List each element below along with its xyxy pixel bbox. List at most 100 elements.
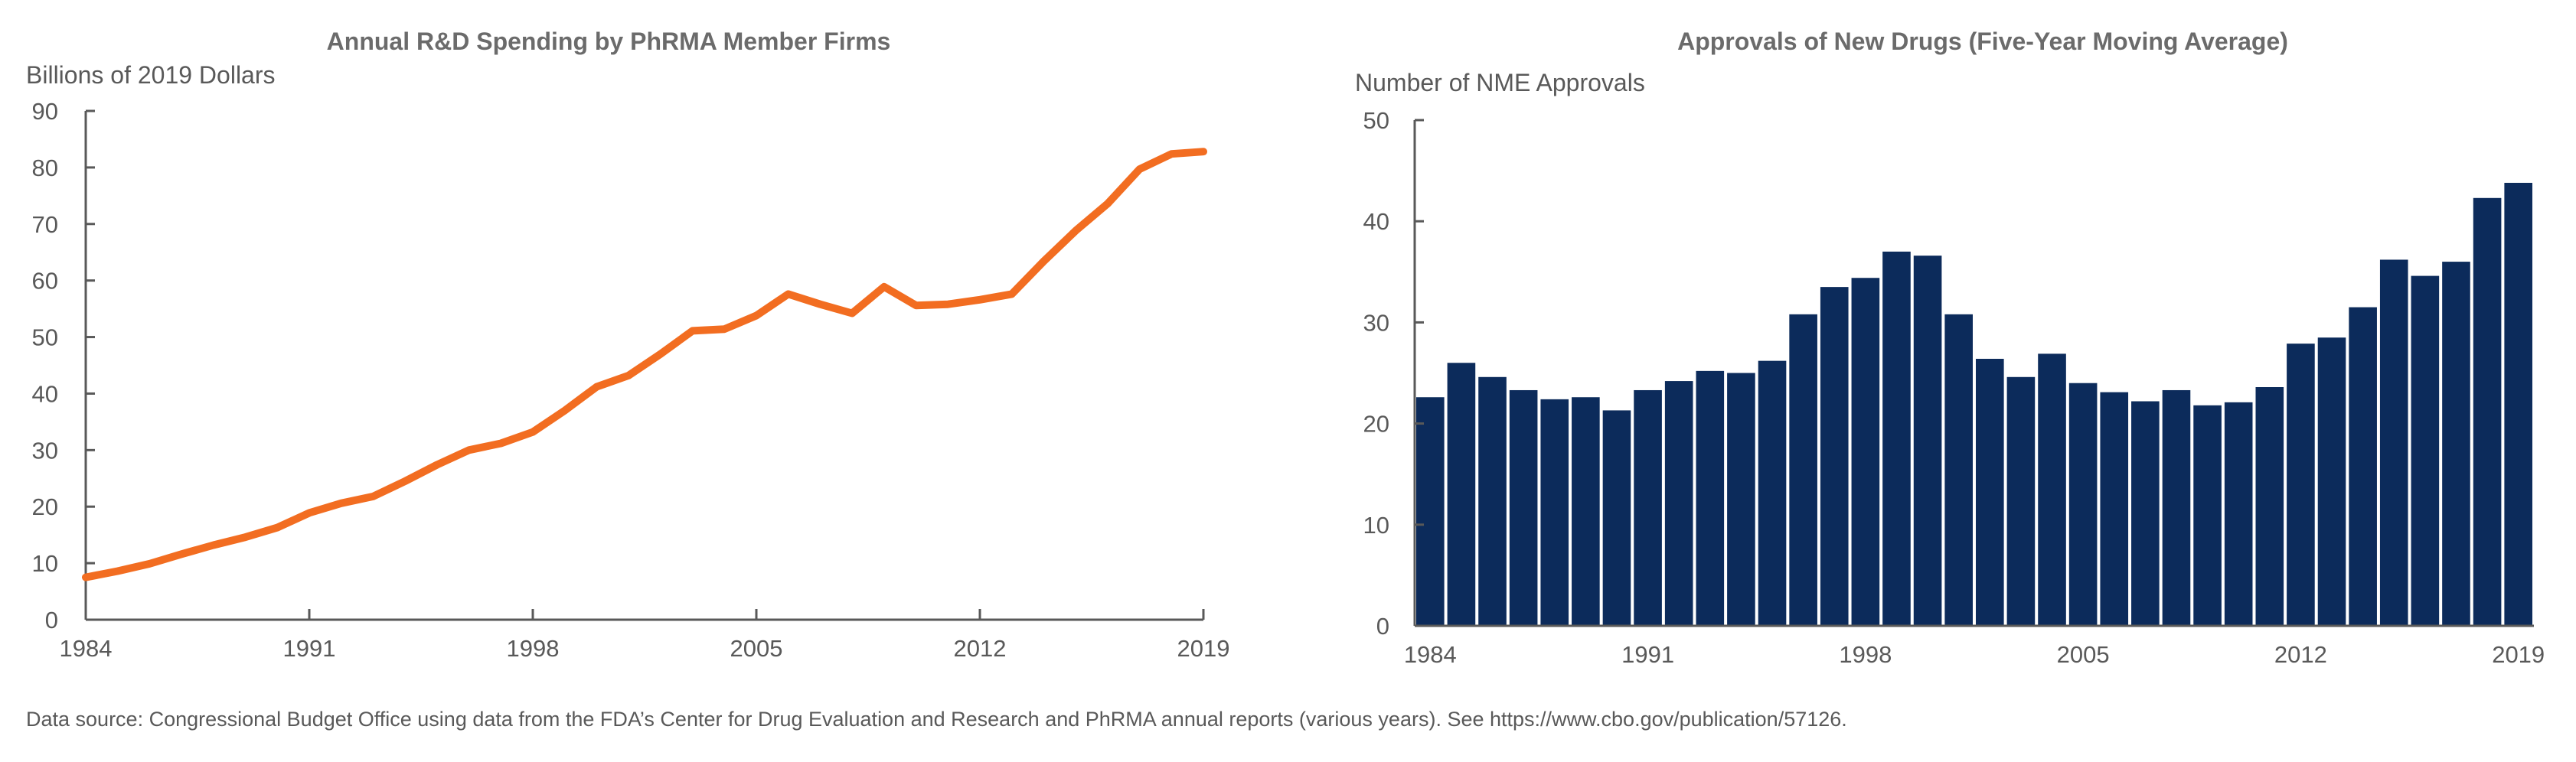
right-y-tick-label: 0	[1376, 613, 1389, 640]
data-source-note: Data source: Congressional Budget Office…	[26, 708, 1847, 731]
nme-approvals-bar	[2473, 197, 2502, 626]
nme-approvals-bar	[1478, 376, 1507, 626]
right-chart-y-axis-label: Number of NME Approvals	[1355, 69, 1645, 96]
rd-spending-point	[851, 311, 854, 315]
rd-spending-point	[276, 526, 279, 529]
nme-approvals-bar	[2162, 389, 2191, 626]
left-y-tick-label: 70	[32, 211, 58, 238]
nme-approvals-bar	[1820, 287, 1849, 626]
right-x-tick-label: 1998	[1839, 641, 1892, 668]
nme-approvals-bar	[1944, 314, 1973, 626]
nme-approvals-bar	[2255, 387, 2284, 626]
nme-approvals-bar	[1416, 397, 1445, 626]
rd-spending-point	[978, 298, 981, 301]
nme-approvals-bar	[2193, 405, 2222, 626]
rd-spending-point	[658, 352, 662, 356]
nme-approvals-bar	[1976, 358, 2004, 626]
right-y-tick-label: 50	[1363, 107, 1389, 134]
rd-spending-point	[339, 501, 343, 505]
rd-spending-point	[786, 292, 790, 296]
left-x-tick-label: 1984	[60, 635, 113, 662]
rd-spending-point	[403, 479, 407, 483]
rd-spending-point	[914, 304, 918, 308]
rd-spending-point	[755, 314, 758, 318]
left-y-tick-label: 90	[32, 98, 58, 125]
right-x-tick-label: 1984	[1404, 641, 1457, 668]
left-y-tick-label: 50	[32, 324, 58, 351]
right-y-tick-label: 20	[1363, 411, 1389, 438]
nme-approvals-bar	[1447, 363, 1476, 626]
nme-approvals-bar	[2379, 259, 2408, 626]
left-x-tick-label: 2005	[730, 635, 783, 662]
rd-spending-point	[531, 430, 534, 434]
rd-spending-point	[148, 562, 152, 565]
left-y-tick-label: 80	[32, 155, 58, 181]
rd-spending-series-line	[82, 148, 1207, 581]
rd-spending-point	[435, 463, 439, 467]
rd-spending-point	[1105, 202, 1109, 206]
nme-approvals-bar	[1664, 381, 1693, 626]
right-x-tick-label: 1991	[1621, 641, 1674, 668]
nme-approvals-bar	[1602, 410, 1631, 626]
left-y-tick-label: 20	[32, 493, 58, 520]
rd-spending-point	[180, 552, 184, 556]
nme-approvals-bar	[2131, 401, 2160, 626]
rd-spending-point	[84, 575, 87, 579]
nme-approvals-bar	[2224, 402, 2253, 626]
right-y-tick-label: 40	[1363, 208, 1389, 235]
right-x-tick-label: 2005	[2057, 641, 2110, 668]
rd-spending-point	[371, 494, 375, 498]
rd-spending-point	[467, 448, 471, 452]
rd-spending-point	[1042, 259, 1046, 263]
left-chart-y-axis-label: Billions of 2019 Dollars	[26, 61, 276, 89]
nme-approvals-bar	[1727, 373, 1755, 626]
left-y-tick-label: 60	[32, 268, 58, 295]
nme-approvals-bar	[2504, 182, 2532, 627]
nme-approvals-bar	[2411, 275, 2440, 626]
right-x-tick-label: 2019	[2492, 641, 2545, 668]
rd-spending-point	[1170, 152, 1174, 156]
rd-spending-point	[308, 511, 311, 515]
nme-approvals-bar	[2068, 383, 2098, 626]
rd-spending-point	[1074, 229, 1078, 233]
rd-spending-point	[691, 329, 694, 333]
nme-approvals-bar	[1634, 389, 1662, 626]
rd-spending-point	[595, 385, 599, 389]
nme-approvals-bar	[1758, 360, 1787, 626]
right-y-tick-label: 30	[1363, 309, 1389, 336]
nme-approvals-bar	[2349, 307, 2377, 626]
rd-spending-point	[946, 302, 950, 306]
nme-approvals-bar	[2006, 376, 2036, 626]
rd-spending-point	[211, 543, 215, 547]
right-chart-title: Approvals of New Drugs (Five-Year Moving…	[1677, 28, 2288, 55]
nme-approvals-bar	[1696, 370, 1725, 626]
left-x-tick-label: 2019	[1177, 635, 1230, 662]
nme-approvals-bar	[1851, 278, 1880, 626]
nme-approvals-bar	[2317, 337, 2346, 626]
left-x-tick-label: 2012	[954, 635, 1007, 662]
rd-spending-line-chart: 0 10 20 30 40 50 60 70 80 90 1984 1991 1998 2005 2012 2…	[32, 98, 1230, 662]
nme-approvals-bar	[1913, 256, 1942, 626]
left-y-tick-label: 10	[32, 550, 58, 577]
rd-spending-point	[1202, 150, 1205, 154]
nme-approvals-bar-chart: 0 10 20 30 40 50 1984 1991 1998 2005 2012 2019	[1363, 107, 2545, 668]
rd-spending-point	[818, 302, 822, 306]
rd-spending-point	[499, 441, 503, 445]
nme-approvals-bar	[1509, 389, 1538, 626]
right-x-tick-label: 2012	[2274, 641, 2327, 668]
left-y-tick-label: 0	[45, 607, 58, 633]
left-x-tick-label: 1998	[507, 635, 560, 662]
rd-spending-point	[882, 285, 886, 288]
nme-approvals-bar	[1882, 251, 1911, 626]
nme-approvals-bar	[1572, 397, 1600, 626]
rd-spending-point	[116, 569, 119, 573]
rd-spending-point	[563, 409, 566, 412]
nme-approvals-bar	[2442, 262, 2470, 626]
left-chart-title: Annual R&D Spending by PhRMA Member Firm…	[326, 28, 891, 55]
rd-spending-point	[723, 327, 726, 331]
left-y-tick-label: 30	[32, 437, 58, 464]
rd-spending-point	[1138, 168, 1141, 171]
nme-approvals-bar	[2287, 344, 2315, 626]
rd-spending-point	[243, 536, 247, 539]
